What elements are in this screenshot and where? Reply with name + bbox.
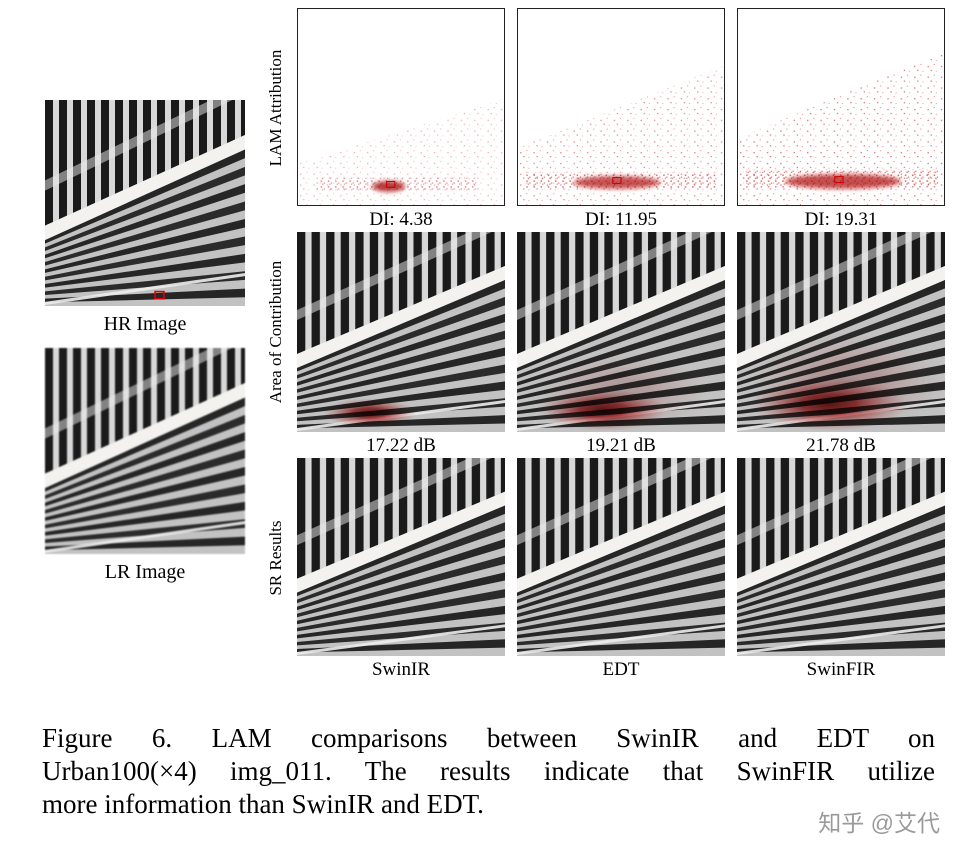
watermark: 知乎 @艾代 — [818, 810, 940, 836]
sr-image-edt — [517, 458, 725, 656]
lam-di-edt: DI: 11.95 — [584, 209, 658, 230]
lam-map-swinir: DI: 4.38 — [297, 8, 505, 231]
row-label-sr-results: SR Results — [266, 520, 285, 596]
lam-map-edt: DI: 11.95 — [517, 8, 725, 231]
sr-result-swinir: SwinIR — [297, 458, 505, 681]
hr-image — [45, 100, 245, 306]
figure-caption-line: Urban100(×4) img_011. The results indica… — [42, 756, 935, 786]
hr-image-figure: HR Image — [45, 100, 245, 336]
row-label-lam-attribution: LAM Attribution — [266, 49, 285, 167]
lam-attribution-image-swinfir — [737, 8, 945, 206]
contribution-map-swinfir: 21.78 dB — [737, 232, 945, 457]
figure-caption: Figure 6. LAM comparisons between SwinIR… — [42, 722, 935, 821]
target-patch-marker — [154, 290, 165, 300]
psnr-swinir: 17.22 dB — [366, 435, 436, 456]
lr-image-label: LR Image — [104, 561, 186, 583]
hr-image-label: HR Image — [103, 313, 187, 335]
lr-image-figure: LR Image — [45, 348, 245, 584]
contribution-map-swinir: 17.22 dB — [297, 232, 505, 457]
contribution-map-edt: 19.21 dB — [517, 232, 725, 457]
sr-result-edt: EDT — [517, 458, 725, 681]
method-name-swinfir: SwinFIR — [806, 659, 876, 680]
sr-image-swinfir — [737, 458, 945, 656]
contribution-image-swinfir — [737, 232, 945, 432]
lam-di-swinir: DI: 4.38 — [369, 209, 433, 230]
lam-map-swinfir: DI: 19.31 — [737, 8, 945, 231]
row-label-area-of-contribution: Area of Contribution — [266, 260, 285, 404]
lam-attribution-image-swinir — [297, 8, 505, 206]
sr-image-swinir — [297, 458, 505, 656]
psnr-swinfir: 21.78 dB — [806, 435, 876, 456]
method-name-swinir: SwinIR — [371, 659, 431, 680]
figure-caption-line: Figure 6. LAM comparisons between SwinIR… — [42, 723, 935, 753]
lr-image — [45, 348, 245, 554]
sr-result-swinfir: SwinFIR — [737, 458, 945, 681]
lam-di-swinfir: DI: 19.31 — [804, 209, 878, 230]
method-name-edt: EDT — [602, 659, 640, 680]
contribution-image-swinir — [297, 232, 505, 432]
contribution-image-edt — [517, 232, 725, 432]
psnr-edt: 19.21 dB — [586, 435, 656, 456]
figure-caption-line: more information than SwinIR and EDT. — [42, 789, 484, 819]
lam-attribution-image-edt — [517, 8, 725, 206]
